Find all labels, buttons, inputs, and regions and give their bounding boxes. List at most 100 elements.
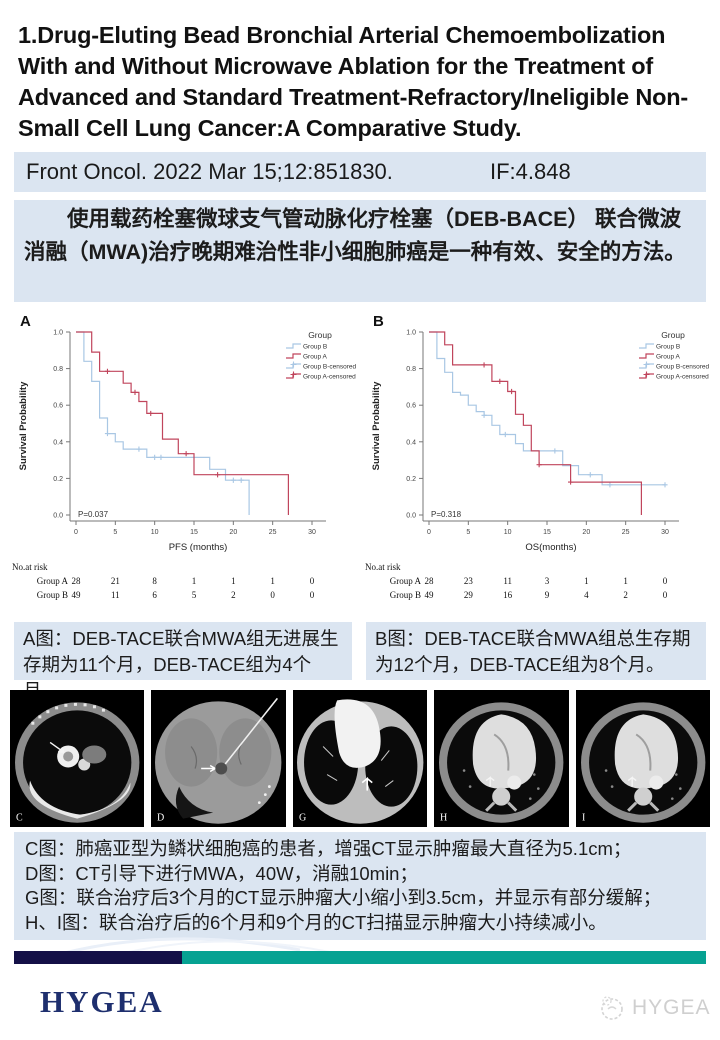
ct-image-g: G	[292, 690, 428, 827]
ct-panel-letter: G	[299, 813, 306, 824]
svg-text:B: B	[373, 313, 384, 330]
hygea-watermark: HYGEA	[598, 994, 711, 1022]
svg-text:10: 10	[151, 529, 159, 536]
svg-text:29: 29	[464, 590, 474, 600]
finding-line-1: C图：肺癌亚型为鳞状细胞癌的患者，增强CT显示肿瘤最大直径为5.1cm；	[25, 838, 632, 859]
svg-text:2: 2	[623, 590, 628, 600]
summary-text-cn: 使用载药栓塞微球支气管动脉化疗栓塞（DEB-BACE） 联合微波消融（MWA)治…	[14, 200, 706, 302]
svg-text:9: 9	[545, 590, 550, 600]
ct-panel-letter: H	[440, 813, 447, 824]
svg-text:0.0: 0.0	[406, 513, 416, 520]
findings-text-box: C图：肺癌亚型为鳞状细胞癌的患者，增强CT显示肿瘤最大直径为5.1cm； D图：C…	[14, 832, 706, 940]
svg-text:0.8: 0.8	[406, 366, 416, 373]
ct-image-d: D	[151, 690, 286, 827]
svg-text:25: 25	[269, 529, 277, 536]
svg-text:0: 0	[74, 529, 78, 536]
footer-bar-navy-segment	[14, 951, 182, 964]
km-curve-group-b	[429, 331, 665, 486]
svg-text:25: 25	[622, 529, 630, 536]
ct-image-c: C	[10, 690, 145, 827]
svg-text:0: 0	[270, 590, 275, 600]
svg-text:1.0: 1.0	[406, 330, 416, 337]
km-curve-group-a	[429, 331, 642, 515]
svg-text:Group B: Group B	[390, 590, 421, 600]
svg-text:21: 21	[111, 576, 120, 586]
ct-scan-drawing: I	[575, 690, 711, 827]
km-curve-group-a	[76, 331, 289, 515]
decorative-swoosh	[59, 937, 331, 954]
svg-text:0: 0	[310, 590, 315, 600]
svg-text:0: 0	[663, 576, 668, 586]
svg-text:Group A-censored: Group A-censored	[656, 374, 709, 381]
svg-text:2: 2	[231, 590, 236, 600]
svg-text:Group: Group	[308, 330, 332, 340]
svg-text:30: 30	[308, 529, 316, 536]
svg-text:11: 11	[111, 590, 120, 600]
svg-text:5: 5	[192, 590, 197, 600]
ct-image-h: H	[434, 690, 569, 827]
km-svg-panel-A: A0.00.20.40.60.81.00 5 10 15 20 25 30Survival …	[12, 313, 356, 600]
svg-text:Group B: Group B	[303, 344, 327, 351]
svg-text:11: 11	[503, 576, 512, 586]
svg-text:Group B: Group B	[656, 344, 680, 351]
svg-text:49: 49	[72, 590, 82, 600]
hygea-logo: HYGEA	[40, 984, 164, 1019]
svg-text:1.0: 1.0	[53, 330, 63, 337]
svg-text:Group A: Group A	[303, 354, 328, 361]
svg-text:0.2: 0.2	[406, 476, 416, 483]
journal-citation-bar: Front Oncol. 2022 Mar 15;12:851830. IF:4…	[14, 152, 706, 192]
svg-text:49: 49	[425, 590, 435, 600]
svg-text:0.8: 0.8	[53, 366, 63, 373]
svg-text:0.6: 0.6	[406, 403, 416, 410]
svg-text:1: 1	[192, 576, 197, 586]
svg-text:PFS (months): PFS (months)	[169, 542, 228, 553]
ct-scan-drawing: H	[434, 690, 569, 827]
svg-text:No.at risk: No.at risk	[12, 562, 48, 572]
svg-text:1: 1	[270, 576, 275, 586]
km-svg-panel-B: B0.00.20.40.60.81.00 5 10 15 20 25 30Survival …	[365, 313, 709, 600]
ct-panel-letter: D	[157, 813, 164, 824]
km-charts-row: A 0.0 0.2 0.4 0.6 0.8 1.0 0 5 10 15 20 25 30 Survival …	[8, 310, 714, 614]
finding-line-2: D图：CT引导下进行MWA，40W，消融10min；	[25, 862, 418, 884]
finding-line-4: H、I图：联合治疗后的6个月和9个月的CT扫描显示肿瘤大小持续减小。	[25, 911, 607, 933]
svg-text:1: 1	[623, 576, 628, 586]
svg-text:1: 1	[584, 576, 589, 586]
svg-text:Group A: Group A	[37, 576, 69, 586]
caption-panel-b: B图：DEB-TACE联合MWA组总生存期为12个月，DEB-TACE组为8个月…	[366, 622, 706, 680]
svg-text:Group A-censored: Group A-censored	[303, 374, 356, 381]
svg-text:23: 23	[464, 576, 474, 586]
svg-text:No.at risk: No.at risk	[365, 562, 401, 572]
ct-panel-letter: C	[16, 813, 23, 824]
ct-scan-drawing: G	[292, 690, 428, 827]
hygea-emblem-icon	[601, 996, 623, 1020]
ct-scan-drawing: D	[151, 690, 286, 827]
caption-panel-a: A图：DEB-TACE联合MWA组无进展生存期为11个月，DEB-TACE组为4…	[14, 622, 352, 701]
svg-text:A: A	[20, 313, 31, 330]
svg-text:28: 28	[72, 576, 82, 586]
svg-text:OS(months): OS(months)	[525, 542, 576, 553]
svg-text:Survival Probability: Survival Probability	[18, 381, 29, 470]
ct-panel-letter: I	[582, 813, 585, 824]
svg-text:Group B: Group B	[37, 590, 68, 600]
journal-citation: Front Oncol. 2022 Mar 15;12:851830.	[26, 159, 393, 184]
svg-text:0.2: 0.2	[53, 476, 63, 483]
svg-text:Group: Group	[661, 330, 685, 340]
svg-text:3: 3	[545, 576, 550, 586]
svg-text:8: 8	[152, 576, 157, 586]
svg-text:28: 28	[425, 576, 435, 586]
svg-text:Group A: Group A	[390, 576, 422, 586]
svg-text:5: 5	[466, 529, 470, 536]
svg-text:20: 20	[582, 529, 590, 536]
svg-text:0: 0	[310, 576, 315, 586]
svg-text:0: 0	[427, 529, 431, 536]
watermark-text: HYGEA	[632, 996, 711, 1019]
svg-text:5: 5	[113, 529, 117, 536]
svg-text:15: 15	[190, 529, 198, 536]
impact-factor: IF:4.848	[490, 159, 571, 184]
svg-text:Group B-censored: Group B-censored	[656, 364, 709, 371]
svg-text:P=0.037: P=0.037	[78, 510, 109, 519]
svg-text:10: 10	[504, 529, 512, 536]
finding-line-3: G图：联合治疗后3个月的CT显示肿瘤大小缩小到3.5cm，并显示有部分缓解；	[25, 887, 662, 908]
